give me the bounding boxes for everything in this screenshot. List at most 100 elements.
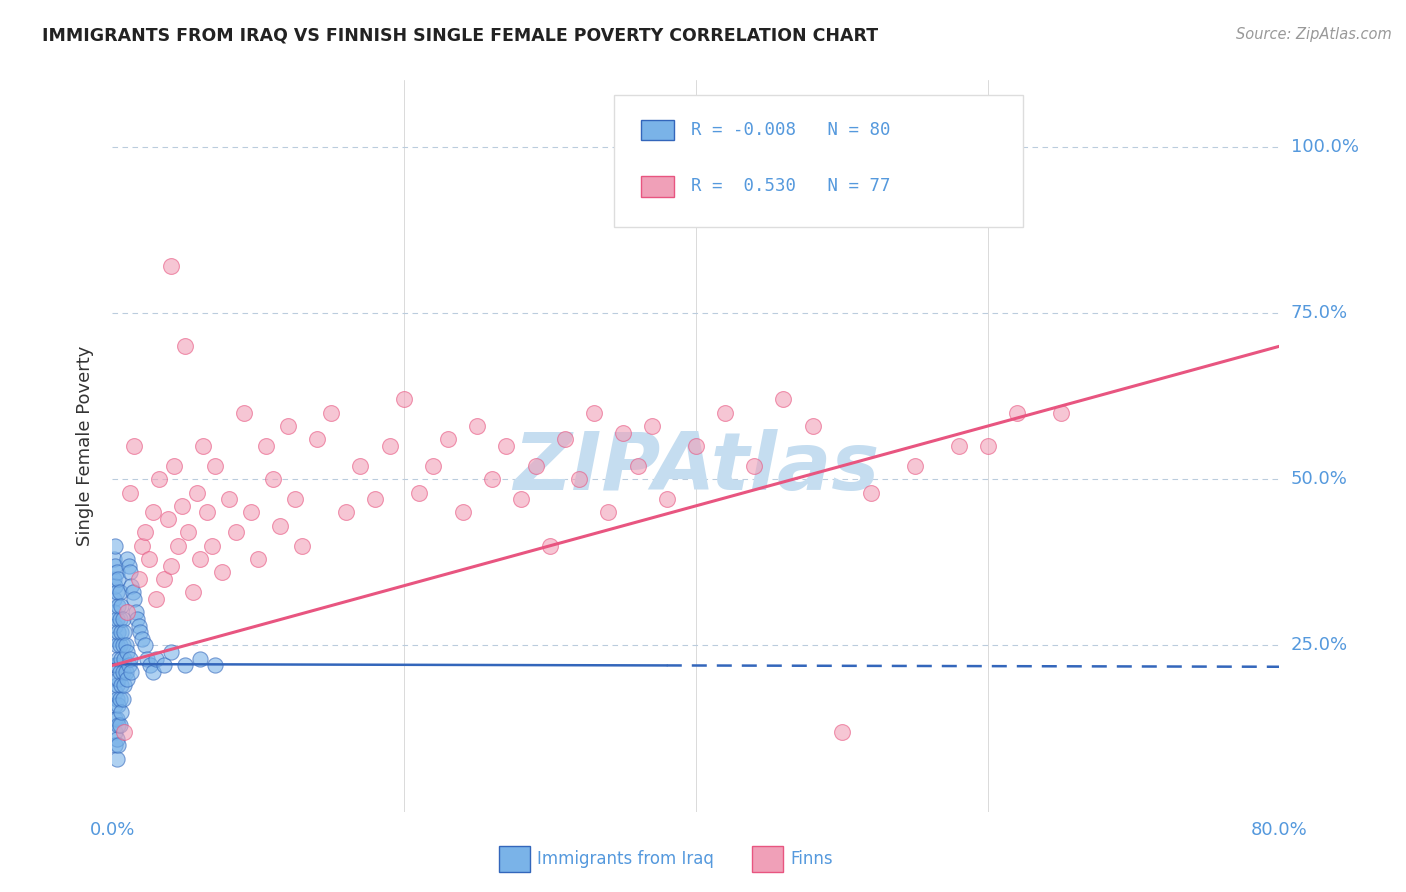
Point	[167, 539, 190, 553]
Point	[115, 672, 138, 686]
Point	[181, 585, 204, 599]
Point	[349, 458, 371, 473]
Point	[204, 458, 226, 473]
Point	[111, 612, 134, 626]
Point	[495, 439, 517, 453]
Point	[305, 433, 328, 447]
Point	[568, 472, 591, 486]
Point	[103, 591, 125, 606]
Point	[136, 652, 159, 666]
Point	[156, 512, 179, 526]
Point	[104, 685, 127, 699]
Point	[524, 458, 547, 473]
Point	[148, 472, 170, 486]
Point	[111, 665, 134, 679]
Point	[195, 506, 218, 520]
Point	[104, 712, 127, 726]
Y-axis label: Single Female Poverty: Single Female Poverty	[76, 346, 94, 546]
Point	[104, 672, 127, 686]
Point	[131, 539, 153, 553]
Point	[641, 419, 664, 434]
Point	[110, 652, 132, 666]
Point	[465, 419, 488, 434]
Point	[103, 605, 125, 619]
Text: R =  0.530   N = 77: R = 0.530 N = 77	[692, 178, 891, 195]
Point	[105, 678, 128, 692]
Point	[107, 672, 129, 686]
Point	[114, 639, 136, 653]
Point	[269, 518, 291, 533]
Point	[254, 439, 277, 453]
Point	[201, 539, 224, 553]
Point	[408, 485, 430, 500]
Point	[509, 492, 531, 507]
Point	[145, 591, 167, 606]
Point	[118, 652, 141, 666]
Point	[104, 579, 127, 593]
Point	[772, 392, 794, 407]
Point	[105, 751, 128, 765]
Point	[139, 658, 162, 673]
Point	[107, 572, 129, 586]
Point	[976, 439, 998, 453]
Point	[582, 406, 605, 420]
Point	[160, 558, 183, 573]
Point	[177, 525, 200, 540]
Point	[859, 485, 883, 500]
Point	[291, 539, 314, 553]
Point	[904, 458, 927, 473]
Point	[142, 665, 165, 679]
Point	[112, 725, 135, 739]
Point	[104, 698, 127, 713]
Point	[105, 731, 128, 746]
Point	[105, 658, 128, 673]
Text: 25.0%: 25.0%	[1291, 637, 1348, 655]
Point	[218, 492, 240, 507]
Point	[105, 691, 128, 706]
Text: Finns: Finns	[790, 850, 832, 868]
Point	[240, 506, 263, 520]
Point	[110, 599, 132, 613]
Point	[108, 639, 131, 653]
Point	[225, 525, 247, 540]
Point	[714, 406, 737, 420]
Point	[108, 691, 131, 706]
Point	[1049, 406, 1071, 420]
Point	[122, 585, 145, 599]
Point	[276, 419, 298, 434]
Text: R = -0.008   N = 80: R = -0.008 N = 80	[692, 121, 891, 139]
Point	[115, 605, 138, 619]
Point	[262, 472, 284, 486]
Point	[120, 579, 142, 593]
Point	[104, 558, 127, 573]
Point	[142, 506, 165, 520]
Point	[422, 458, 444, 473]
Point	[111, 639, 134, 653]
Point	[163, 458, 186, 473]
Point	[172, 499, 194, 513]
Point	[145, 652, 167, 666]
Point	[111, 691, 134, 706]
Point	[437, 433, 460, 447]
Text: 75.0%: 75.0%	[1291, 304, 1348, 322]
Point	[107, 652, 129, 666]
Point	[107, 698, 129, 713]
Point	[211, 566, 233, 580]
Point	[105, 612, 128, 626]
Point	[110, 678, 132, 692]
Point	[378, 439, 401, 453]
Point	[112, 652, 135, 666]
Point	[392, 392, 416, 407]
Point	[105, 566, 128, 580]
Text: Immigrants from Iraq: Immigrants from Iraq	[537, 850, 714, 868]
Text: ZIPAtlas: ZIPAtlas	[513, 429, 879, 507]
Point	[105, 585, 128, 599]
Point	[612, 425, 634, 440]
Point	[191, 439, 214, 453]
Point	[104, 618, 127, 632]
Point	[831, 725, 853, 739]
Point	[131, 632, 153, 646]
Point	[188, 652, 211, 666]
Point	[138, 552, 160, 566]
Point	[103, 552, 125, 566]
